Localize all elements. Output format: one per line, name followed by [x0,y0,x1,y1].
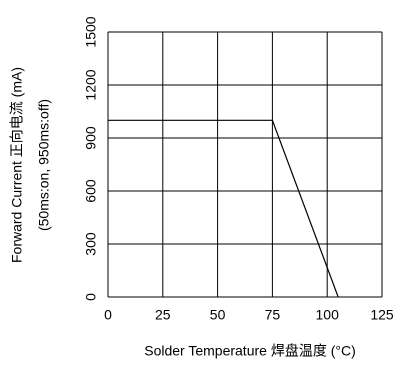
y-tick-label: 1200 [83,69,99,100]
x-tick-label: 125 [370,307,394,323]
x-tick-label: 0 [104,307,112,323]
y-tick-label: 0 [83,293,99,301]
y-tick-label: 300 [83,232,99,256]
y-tick-label: 1500 [83,16,99,47]
y-tick-label: 600 [83,179,99,203]
y-axis-sublabel: (50ms:on, 950ms:off) [36,99,52,231]
x-tick-label: 50 [210,307,226,323]
x-tick-label: 25 [155,307,171,323]
y-tick-label: 900 [83,126,99,150]
x-tick-label: 100 [316,307,340,323]
data-line [108,119,339,298]
y-axis-label: Forward Current 正向电流 (mA) [9,67,25,263]
x-axis-label: Solder Temperature 焊盘温度 (°C) [144,343,356,359]
x-tick-label: 75 [265,307,281,323]
